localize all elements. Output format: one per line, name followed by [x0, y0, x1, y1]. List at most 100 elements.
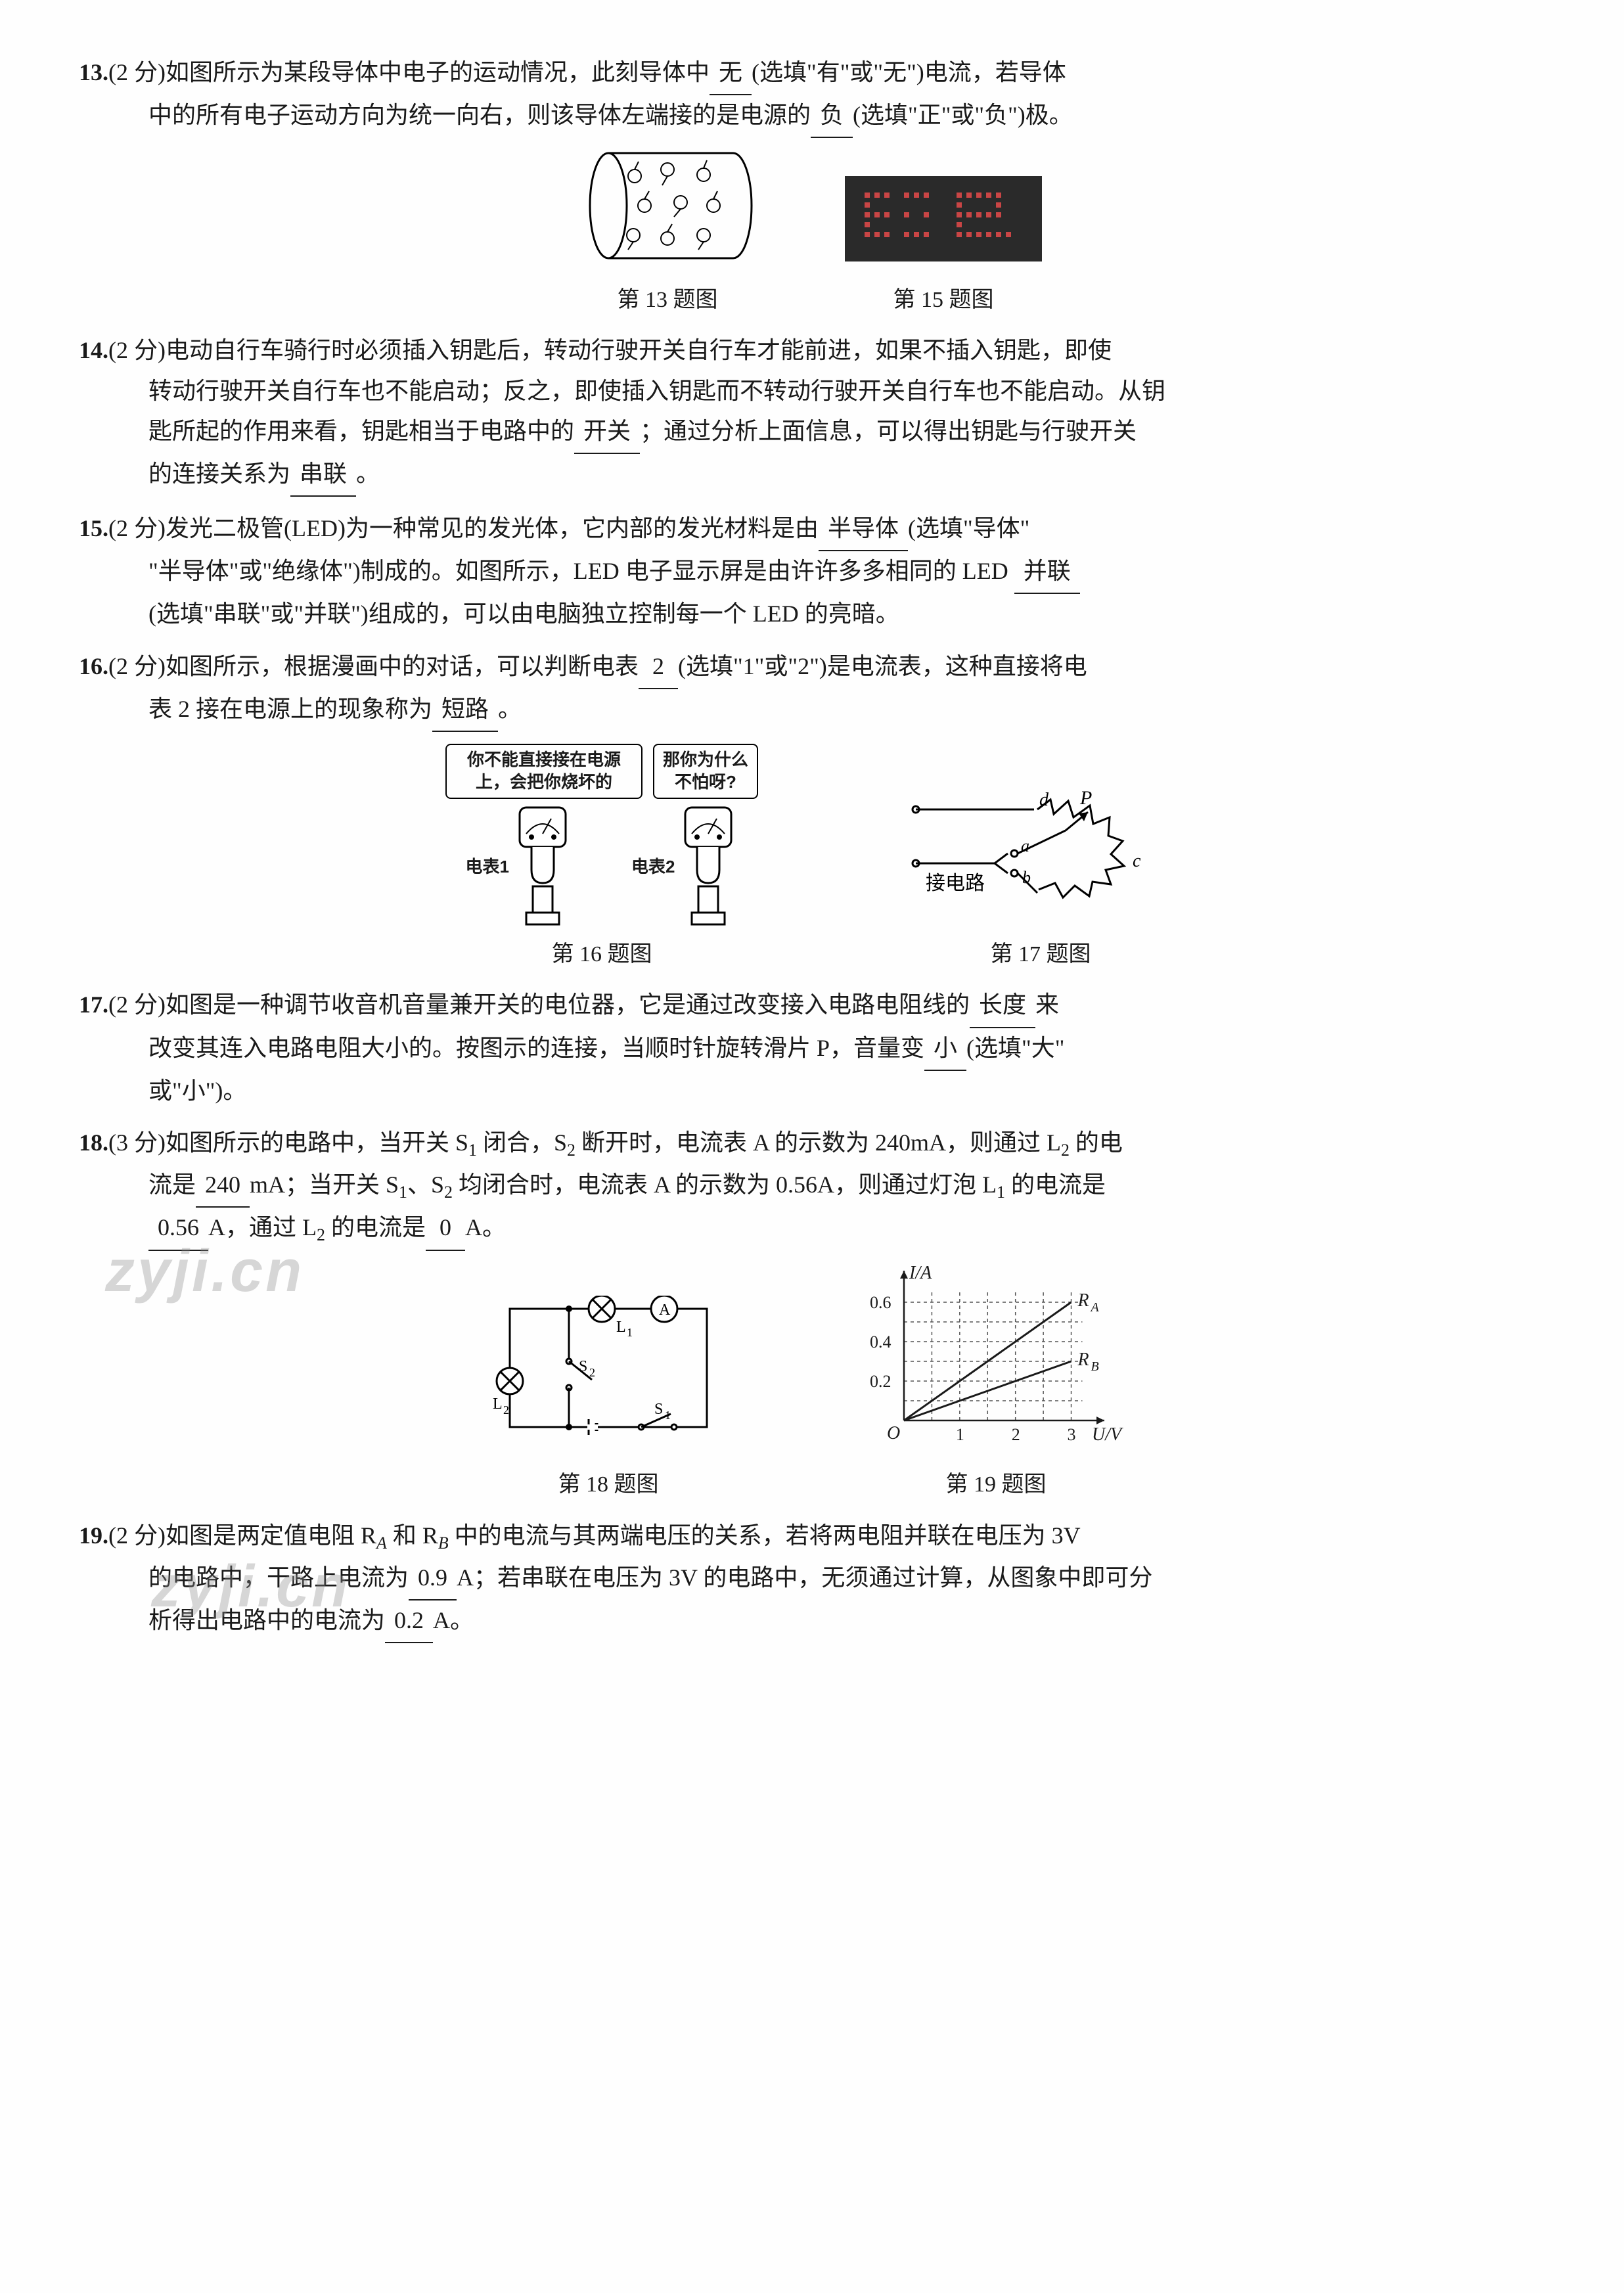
q16-t2: (选填"1"或"2")是电流表，这种直接将电 [678, 653, 1087, 679]
q18-t6: 的电流是 [1005, 1171, 1106, 1198]
q17-line1: 17.(2 分)如图是一种调节收音机音量兼开关的电位器，它是通过改变接入电路电阻… [79, 985, 1545, 1028]
q19-blank1: 0.9 [409, 1558, 457, 1601]
meter2-wrap: 电表2 [631, 804, 738, 929]
q13-blank2: 负 [811, 95, 853, 138]
q18-blank2: 0.56 [148, 1208, 208, 1250]
q15-line1: 15.(2 分)发光二极管(LED)为一种常见的发光体，它内部的发光材料是由半导… [79, 509, 1545, 551]
svg-text:0.4: 0.4 [870, 1332, 891, 1351]
q17-t3: 改变其连入电路电阻大小的。按图示的连接，当顺时针旋转滑片 P，音量变 [148, 1035, 924, 1061]
q14-num: 14. [79, 337, 108, 363]
bubble1: 你不能直接接在电源上，会把你烧坏的 [445, 744, 643, 799]
q18-line2: 流是240mA；当开关 S1、S2 均闭合时，电流表 A 的示数为 0.56A，… [79, 1165, 1545, 1208]
q18-t1c: 断开时，电流表 A 的示数为 240mA，则通过 L [575, 1129, 1061, 1156]
svg-text:2: 2 [503, 1403, 509, 1417]
q18-blank1: 240 [196, 1165, 250, 1208]
q19-t5: A。 [433, 1607, 474, 1633]
fig13-svg [582, 150, 753, 261]
q15-blank1: 半导体 [819, 509, 908, 551]
svg-text:U/V: U/V [1092, 1424, 1123, 1445]
q13-blank1: 无 [710, 53, 752, 95]
fig17-block: d P c a b 接电路 第 17 题图 [903, 778, 1179, 973]
q14-t1: 电动自行车骑行时必须插入钥匙后，转动行驶开关自行车才能前进，如果不插入钥匙，即使 [166, 337, 1112, 363]
svg-text:R: R [1077, 1350, 1089, 1370]
q18-t7: A，通过 L [208, 1214, 317, 1240]
fig17-svg: d P c a b 接电路 [903, 778, 1179, 916]
q18-s7: 2 [317, 1226, 325, 1245]
svg-text:L: L [616, 1319, 626, 1336]
q15-t3: "半导体"或"绝缘体")制成的。如图所示，LED 电子显示屏是由许许多多相同的 … [148, 558, 1008, 584]
q14-line2: 转动行驶开关自行车也不能启动；反之，即使插入钥匙而不转动行驶开关自行车也不能启动… [79, 371, 1545, 411]
q13-num: 13. [79, 59, 108, 85]
meter1-wrap: 电表1 [466, 804, 572, 929]
q15-num: 15. [79, 515, 108, 541]
q18-t9: A。 [465, 1214, 506, 1240]
fig19-block: 1230.20.40.6OI/AU/VRARB 第 19 题图 [858, 1263, 1134, 1504]
fig18-caption: 第 18 题图 [490, 1466, 727, 1504]
q15-t2: (选填"导体" [908, 515, 1029, 541]
q18-t3: mA；当开关 S [250, 1171, 399, 1198]
q18-t1d: 的电 [1070, 1129, 1123, 1156]
fig13-block: 第 13 题图 [582, 150, 753, 319]
svg-text:0.6: 0.6 [870, 1293, 891, 1312]
q13-pts: (2 分) [108, 59, 166, 85]
fig19-caption: 第 19 题图 [858, 1466, 1134, 1504]
q16-blank2: 短路 [432, 689, 498, 732]
q14-blank2: 串联 [290, 454, 356, 497]
q18-t1b: 闭合，S [477, 1129, 567, 1156]
q19-sB: B [438, 1533, 449, 1553]
svg-text:A: A [659, 1302, 671, 1319]
q13-t3: 中的所有电子运动方向为统一向右，则该导体左端接的是电源的 [148, 102, 811, 128]
q18-t4: 、S [407, 1171, 444, 1198]
q19-sA: A [376, 1533, 387, 1553]
meter2-label: 电表2 [631, 852, 675, 881]
fig18-svg: L1 A L2 S2 S1 [490, 1296, 727, 1447]
q15-t1: 发光二极管(LED)为一种常见的发光体，它内部的发光材料是由 [166, 515, 819, 541]
meter1-label: 电表1 [466, 852, 509, 881]
q18-s5: 2 [444, 1183, 453, 1202]
q15-blank2: 并联 [1014, 551, 1080, 594]
q14-blank1: 开关 [574, 411, 640, 454]
q18-num: 18. [79, 1129, 108, 1156]
q19-t1: 如图是两定值电阻 R [166, 1522, 376, 1549]
fig15-caption: 第 15 题图 [845, 281, 1042, 319]
fig17-circuit-label: 接电路 [926, 873, 985, 894]
meters-row: 电表1 电表2 [445, 804, 758, 929]
q16-t3: 表 2 接在电源上的现象称为 [148, 696, 432, 722]
q18-pts: (3 分) [108, 1129, 166, 1156]
q18-line1: 18.(3 分)如图所示的电路中，当开关 S1 闭合，S2 断开时，电流表 A … [79, 1123, 1545, 1165]
q14-t5: 的连接关系为 [148, 461, 290, 487]
svg-text:1: 1 [665, 1409, 671, 1422]
question-15: 15.(2 分)发光二极管(LED)为一种常见的发光体，它内部的发光材料是由半导… [79, 509, 1545, 635]
fig13-caption: 第 13 题图 [582, 281, 753, 319]
q17-pts: (2 分) [108, 991, 166, 1018]
question-13: 13.(2 分)如图所示为某段导体中电子的运动情况，此刻导体中无(选填"有"或"… [79, 53, 1545, 138]
q14-line4: 的连接关系为串联。 [79, 454, 1545, 497]
q14-t3: 匙所起的作用来看，钥匙相当于电路中的 [148, 418, 574, 444]
q14-line1: 14.(2 分)电动自行车骑行时必须插入钥匙后，转动行驶开关自行车才能前进，如果… [79, 330, 1545, 371]
fig17-c: c [1133, 851, 1141, 871]
q15-pts: (2 分) [108, 515, 166, 541]
svg-text:2: 2 [589, 1366, 595, 1379]
q18-t2: 流是 [148, 1171, 196, 1198]
svg-text:0.2: 0.2 [870, 1372, 891, 1391]
question-18: 18.(3 分)如图所示的电路中，当开关 S1 闭合，S2 断开时，电流表 A … [79, 1123, 1545, 1251]
svg-text:S: S [654, 1401, 663, 1418]
q14-t4: ；通过分析上面信息，可以得出钥匙与行驶开关 [640, 418, 1137, 444]
fig15-block: 第 15 题图 [845, 176, 1042, 319]
q19-num: 19. [79, 1522, 108, 1549]
q19-line3: 析得出电路中的电流为0.2A。 [79, 1601, 1545, 1643]
q18-s6: 1 [997, 1183, 1005, 1202]
q19-blank2: 0.2 [385, 1601, 433, 1643]
question-17: 17.(2 分)如图是一种调节收音机音量兼开关的电位器，它是通过改变接入电路电阻… [79, 985, 1545, 1111]
q13-line2: 中的所有电子运动方向为统一向右，则该导体左端接的是电源的负(选填"正"或"负")… [79, 95, 1545, 138]
q18-t8: 的电流是 [325, 1214, 426, 1240]
q18-s2: 2 [567, 1141, 575, 1160]
fig16-caption: 第 16 题图 [445, 936, 758, 974]
q19-line2: 的电路中，干路上电流为0.9A；若串联在电压为 3V 的电路中，无须通过计算，从… [79, 1558, 1545, 1601]
question-14: 14.(2 分)电动自行车骑行时必须插入钥匙后，转动行驶开关自行车才能前进，如果… [79, 330, 1545, 497]
q15-line2: "半导体"或"绝缘体")制成的。如图所示，LED 电子显示屏是由许许多多相同的 … [79, 551, 1545, 594]
question-16: 16.(2 分)如图所示，根据漫画中的对话，可以判断电表2(选填"1"或"2")… [79, 647, 1545, 732]
svg-text:R: R [1077, 1290, 1089, 1311]
q19-t1b: 和 R [387, 1522, 438, 1549]
q17-t2: 来 [1035, 991, 1059, 1018]
